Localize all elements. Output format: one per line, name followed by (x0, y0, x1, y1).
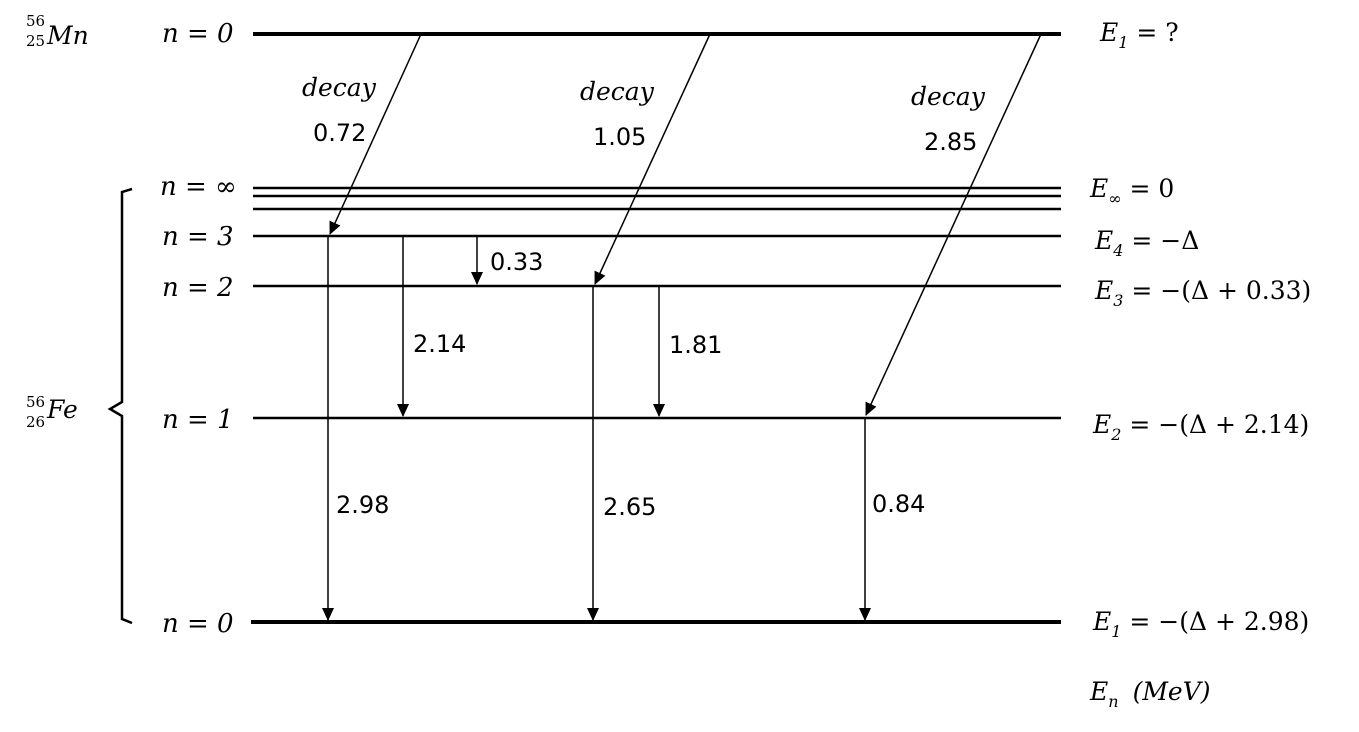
level-fe-n0-n-label: n = 0 (162, 609, 234, 639)
level-mn-n0-n-label: n = 0 (162, 19, 234, 49)
level-fe-n2-energy-label: E3 = −(Δ + 0.33) (1094, 276, 1311, 310)
level-fe-n1-energy-label: E2 = −(Δ + 2.14) (1092, 410, 1309, 444)
daughter-element-symbol: Fe (46, 395, 78, 424)
parent-mass-number: 56 (26, 12, 45, 30)
level-fe-ninf-energy-label: E∞ = 0 (1089, 174, 1174, 208)
decay-label: decay (302, 73, 377, 102)
decay-energy-value: 1.05 (593, 123, 646, 151)
decay-arrow-to-n2 (594, 33, 711, 285)
daughter-nuclide-label: 56 26 Fe (26, 393, 78, 431)
transition-value: 2.14 (413, 330, 466, 358)
decay-energy-value: 2.85 (924, 128, 977, 156)
level-fe-n3-energy-label: E4 = −Δ (1094, 226, 1199, 260)
decay-energy-value: 0.72 (313, 119, 366, 147)
decay-arrow-to-n1 (865, 33, 1042, 416)
level-fe-ninf-n-label: n = ∞ (160, 172, 237, 202)
fe-bracket (107, 187, 133, 625)
level-mn-n0-energy-label: E1 = ? (1099, 18, 1179, 52)
parent-atomic-number: 25 (26, 32, 45, 50)
transition-value: 1.81 (669, 331, 722, 359)
transition-value: 0.33 (490, 248, 543, 276)
decay-label: decay (911, 82, 986, 111)
decay-label: decay (580, 77, 655, 106)
level-fe-n1-n-label: n = 1 (162, 405, 234, 435)
decay-arrow-to-n3 (329, 33, 422, 235)
transition-value: 0.84 (872, 490, 925, 518)
level-fe-n3-n-label: n = 3 (162, 222, 234, 252)
daughter-mass-number: 56 (26, 393, 45, 411)
level-fe-n0-energy-label: E1 = −(Δ + 2.98) (1092, 607, 1309, 641)
transition-value: 2.98 (336, 491, 389, 519)
daughter-atomic-number: 26 (26, 413, 45, 431)
transition-value: 2.65 (603, 493, 656, 521)
parent-nuclide-label: 56 25 Mn (26, 12, 89, 50)
parent-element-symbol: Mn (46, 21, 89, 50)
energy-units-label: En (MeV) (1089, 677, 1211, 711)
level-fe-n2-n-label: n = 2 (162, 273, 234, 303)
